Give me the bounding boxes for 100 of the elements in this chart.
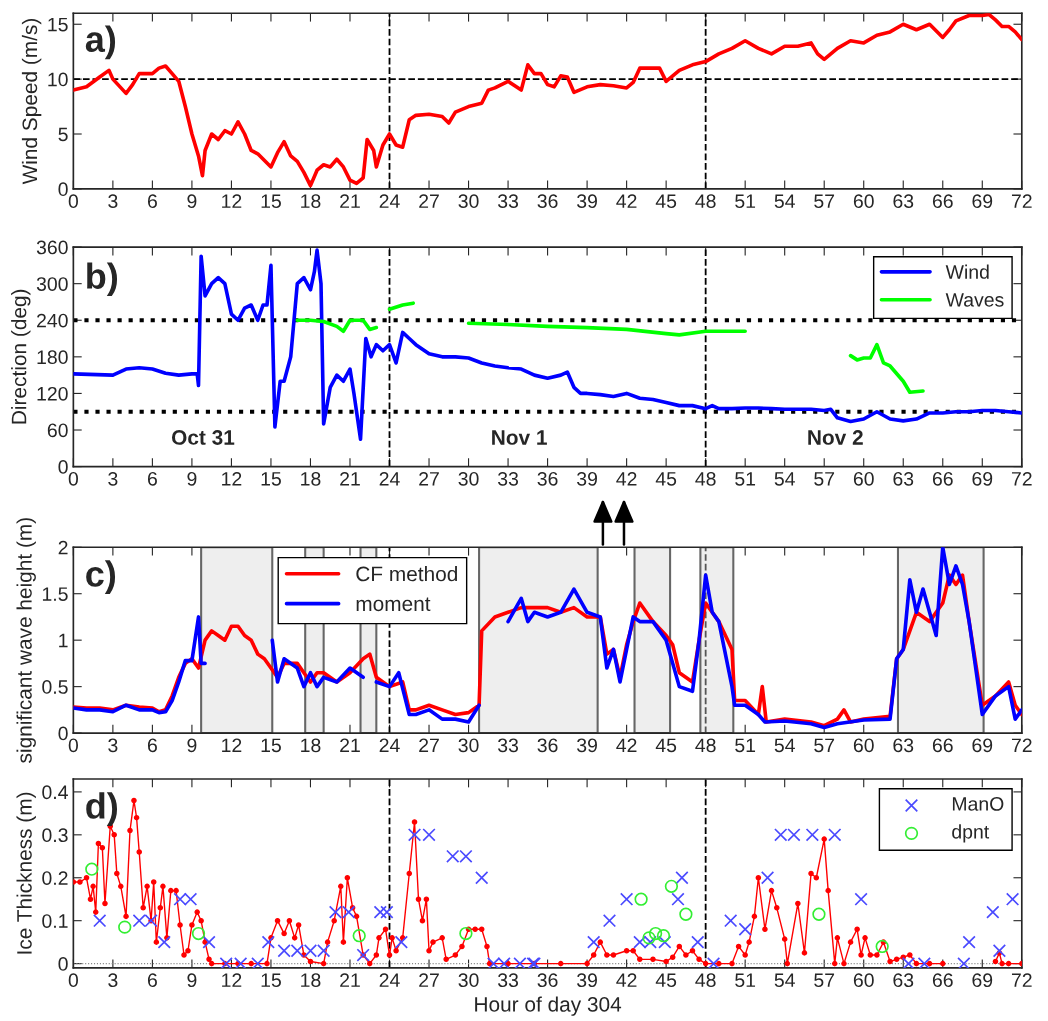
x-tick-label: 27 <box>419 973 439 987</box>
x-tick-label: 39 <box>577 471 597 486</box>
legend-label: ManO <box>952 797 1004 811</box>
x-tick-label: 33 <box>497 973 519 988</box>
x-tick-label: 9 <box>187 738 197 753</box>
x-tick-label: 36 <box>537 194 558 209</box>
x-tick-label: 36 <box>537 738 558 753</box>
x-tick-label: 6 <box>147 194 157 209</box>
annotation: Nov 2 <box>808 430 863 445</box>
x-tick-label: 18 <box>301 194 321 209</box>
x-tick-label: 21 <box>340 973 360 987</box>
x-tick-label: 0 <box>68 194 79 209</box>
x-tick-label: 6 <box>147 973 157 988</box>
x-tick-label: 45 <box>655 194 677 209</box>
x-tick-label: 33 <box>497 471 519 486</box>
x-tick-label: 51 <box>735 472 756 486</box>
annotation: c) <box>86 560 116 594</box>
annotation: d) <box>86 792 118 826</box>
x-tick-label: 24 <box>379 738 400 753</box>
x-tick-label: 6 <box>147 738 157 753</box>
x-axis-title: Hour of day 304 <box>475 996 622 1016</box>
y-tick-label: 180 <box>37 350 68 365</box>
y-axis-title: Direction (deg) <box>11 289 31 424</box>
y-tick-label: 0 <box>58 460 68 474</box>
x-tick-label: 63 <box>893 973 914 988</box>
y-tick-label: 0.4 <box>42 785 68 800</box>
y-tick-label: 240 <box>37 313 68 328</box>
x-tick-label: 15 <box>261 738 281 753</box>
x-tick-label: 51 <box>735 973 756 988</box>
x-tick-label: 45 <box>655 973 677 988</box>
y-tick-label: 2 <box>58 540 68 555</box>
x-tick-label: 42 <box>616 471 637 486</box>
x-tick-label: 30 <box>458 194 479 209</box>
y-tick-label: 120 <box>37 386 68 401</box>
x-tick-label: 33 <box>497 194 519 209</box>
annotation: Nov 1 <box>492 430 547 445</box>
legend-label: Waves <box>945 293 1004 307</box>
x-tick-label: 12 <box>222 738 242 753</box>
annotation: Oct 31 <box>171 430 235 445</box>
y-tick-label: 15 <box>48 17 68 32</box>
x-tick-label: 66 <box>932 738 953 753</box>
y-tick-label: 1.5 <box>42 587 68 601</box>
x-tick-label: 48 <box>695 973 716 988</box>
x-tick-label: 60 <box>853 194 874 209</box>
x-tick-label: 63 <box>893 194 914 209</box>
y-tick-label: 0.3 <box>42 828 68 843</box>
x-tick-label: 69 <box>972 738 993 753</box>
x-tick-label: 72 <box>1011 194 1032 208</box>
x-tick-label: 39 <box>577 738 597 753</box>
x-tick-label: 69 <box>972 973 993 988</box>
x-tick-label: 9 <box>187 471 197 486</box>
y-tick-label: 1 <box>59 633 68 648</box>
annotation: a) <box>85 25 116 60</box>
x-tick-label: 66 <box>932 194 953 209</box>
x-tick-label: 66 <box>932 471 953 486</box>
x-tick-label: 18 <box>301 738 321 753</box>
x-tick-label: 15 <box>261 472 281 486</box>
x-tick-label: 66 <box>932 973 953 988</box>
x-tick-label: 54 <box>774 738 795 753</box>
x-tick-label: 18 <box>301 973 321 988</box>
x-tick-label: 3 <box>108 738 118 753</box>
x-tick-label: 0 <box>68 738 79 753</box>
x-tick-label: 3 <box>108 973 118 988</box>
x-tick-label: 54 <box>774 973 795 988</box>
x-tick-label: 21 <box>340 471 360 486</box>
annotation: b) <box>87 262 118 297</box>
x-tick-label: 15 <box>261 973 281 988</box>
y-tick-label: 10 <box>48 72 68 87</box>
x-tick-label: 57 <box>814 738 835 753</box>
x-tick-label: 39 <box>577 194 597 209</box>
x-tick-label: 18 <box>301 471 321 486</box>
y-tick-label: 0.2 <box>42 871 68 885</box>
x-tick-label: 9 <box>187 973 197 988</box>
x-tick-label: 57 <box>814 472 835 486</box>
legend-label: CF method <box>356 566 457 582</box>
x-tick-label: 36 <box>537 471 558 486</box>
x-tick-label: 15 <box>261 194 281 209</box>
x-tick-label: 72 <box>1011 471 1032 486</box>
x-tick-label: 3 <box>108 194 118 209</box>
x-tick-label: 21 <box>340 738 360 753</box>
x-tick-label: 39 <box>577 973 597 988</box>
legend-label: Wind <box>945 264 989 279</box>
x-tick-label: 12 <box>222 194 242 208</box>
x-tick-label: 30 <box>458 973 479 988</box>
x-tick-label: 9 <box>187 194 197 209</box>
x-tick-label: 24 <box>379 194 400 208</box>
x-tick-label: 42 <box>616 738 637 753</box>
y-axis-title: Ice Thickness (m) <box>16 792 36 954</box>
x-tick-label: 60 <box>853 973 874 988</box>
x-tick-label: 48 <box>695 738 716 753</box>
x-tick-label: 3 <box>108 471 118 486</box>
x-tick-label: 45 <box>655 738 677 753</box>
y-tick-label: 0.1 <box>42 914 68 928</box>
y-axis-title: significant wave height (m) <box>16 518 36 763</box>
y-tick-label: 0.5 <box>42 680 68 694</box>
x-tick-label: 72 <box>1011 738 1032 753</box>
y-tick-label: 0 <box>58 726 68 741</box>
x-tick-label: 63 <box>893 738 914 753</box>
x-tick-label: 69 <box>972 194 993 209</box>
x-tick-label: 45 <box>655 472 677 486</box>
